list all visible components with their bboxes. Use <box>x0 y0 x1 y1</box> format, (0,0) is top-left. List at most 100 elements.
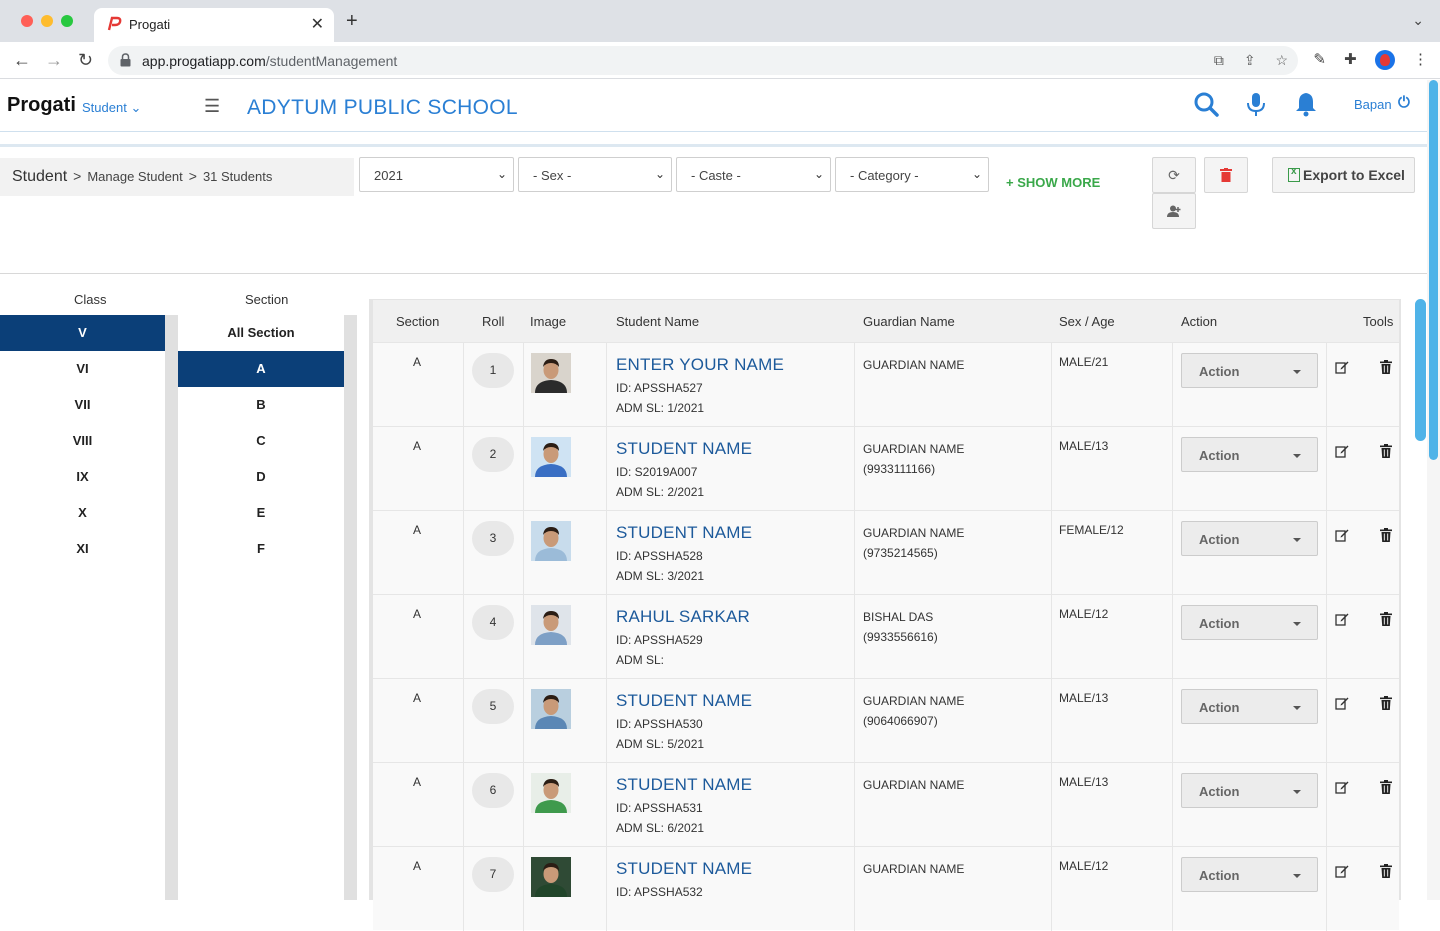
class-item[interactable]: VIII <box>72 433 93 448</box>
student-name-link[interactable]: ENTER YOUR NAME <box>616 355 784 374</box>
export-excel-button[interactable]: Export to Excel <box>1272 157 1415 193</box>
section-list-scrollbar[interactable] <box>344 315 357 900</box>
address-bar[interactable]: app.progatiapp.com/studentManagement ⧉ ⇪… <box>108 46 1298 75</box>
guardian-name: BISHAL DAS <box>863 610 934 624</box>
class-item[interactable]: V <box>0 315 165 351</box>
open-in-app-icon[interactable]: ⧉ <box>1213 52 1224 68</box>
cell-divider <box>1326 427 1327 511</box>
breadcrumb-page[interactable]: Manage Student <box>87 169 183 184</box>
cell-divider <box>854 595 855 679</box>
caste-select[interactable]: - Caste - ⌄ <box>676 157 831 192</box>
page-scrollbar-thumb[interactable] <box>1429 80 1438 460</box>
roll-badge: 1 <box>472 353 514 388</box>
class-item[interactable]: IX <box>76 469 89 484</box>
student-name-link[interactable]: STUDENT NAME <box>616 859 753 878</box>
forward-arrow-icon[interactable]: → <box>45 50 63 70</box>
trash-icon[interactable] <box>1380 696 1392 710</box>
student-photo[interactable] <box>531 353 571 393</box>
student-photo[interactable] <box>531 773 571 813</box>
trash-icon[interactable] <box>1380 528 1392 542</box>
tab-close-icon[interactable]: ✕ <box>310 16 324 33</box>
class-item[interactable]: X <box>78 505 87 520</box>
student-photo[interactable] <box>531 605 571 645</box>
action-dropdown-button[interactable]: Action <box>1181 689 1318 724</box>
trash-icon[interactable] <box>1380 444 1392 458</box>
student-name-link[interactable]: STUDENT NAME <box>616 775 753 794</box>
action-dropdown-button[interactable]: Action <box>1181 857 1318 892</box>
edit-icon[interactable] <box>1335 360 1349 374</box>
year-select[interactable]: 2021 ⌄ <box>359 157 514 192</box>
breadcrumb-root[interactable]: Student <box>12 168 68 185</box>
action-dropdown-button[interactable]: Action <box>1181 521 1318 556</box>
cell-divider <box>463 511 464 595</box>
edit-icon[interactable] <box>1335 528 1349 542</box>
tab-search-chevron-icon[interactable]: ⌄ <box>1412 12 1424 28</box>
student-name-link[interactable]: STUDENT NAME <box>616 691 753 710</box>
student-name-link[interactable]: STUDENT NAME <box>616 439 753 458</box>
class-list-scrollbar[interactable] <box>165 315 178 900</box>
section-item[interactable]: D <box>256 469 266 484</box>
browser-menu-icon[interactable]: ⋮ <box>1413 51 1428 68</box>
section-item[interactable]: B <box>256 397 266 412</box>
section-item[interactable]: C <box>256 433 266 448</box>
action-dropdown-button[interactable]: Action <box>1181 437 1318 472</box>
brand-logo[interactable]: Progati <box>7 94 76 116</box>
trash-icon[interactable] <box>1380 612 1392 626</box>
hamburger-menu-icon[interactable]: ☰ <box>204 96 221 116</box>
action-dropdown-button[interactable]: Action <box>1181 353 1318 388</box>
student-photo[interactable] <box>531 521 571 561</box>
cell-divider <box>463 595 464 679</box>
bookmark-star-icon[interactable]: ☆ <box>1275 52 1288 68</box>
category-select[interactable]: - Category - ⌄ <box>835 157 989 192</box>
browser-tab[interactable]: Progati ✕ <box>94 8 334 42</box>
maximize-window-button[interactable] <box>61 15 73 27</box>
section-item[interactable]: All Section <box>227 325 295 340</box>
student-photo[interactable] <box>531 437 571 477</box>
class-item[interactable]: VI <box>76 361 89 376</box>
action-dropdown-button[interactable]: Action <box>1181 773 1318 808</box>
module-switcher[interactable]: Student ⌄ <box>82 100 141 116</box>
edit-icon[interactable] <box>1335 780 1349 794</box>
section-item[interactable]: E <box>256 505 266 520</box>
table-scrollbar[interactable] <box>1414 299 1427 900</box>
edit-icon[interactable] <box>1335 444 1349 458</box>
show-more-link[interactable]: + SHOW MORE <box>1006 175 1101 190</box>
section-item[interactable]: F <box>257 541 265 556</box>
student-name-link[interactable]: STUDENT NAME <box>616 523 753 542</box>
add-user-button[interactable] <box>1152 193 1196 229</box>
class-item[interactable]: XI <box>76 541 89 556</box>
column-header: Guardian Name <box>863 314 955 329</box>
close-window-button[interactable] <box>21 15 33 27</box>
eyedropper-icon[interactable]: ✎ <box>1313 51 1326 68</box>
trash-icon[interactable] <box>1380 864 1392 878</box>
username[interactable]: Bapan <box>1354 97 1392 112</box>
student-name-link[interactable]: RAHUL SARKAR <box>616 607 751 626</box>
profile-avatar[interactable] <box>1374 50 1395 71</box>
trash-icon[interactable] <box>1380 780 1392 794</box>
back-arrow-icon[interactable]: ← <box>13 50 31 70</box>
reload-icon[interactable]: ↻ <box>78 50 94 70</box>
logout-power-icon[interactable]: ⏻ <box>1398 94 1410 111</box>
edit-icon[interactable] <box>1335 612 1349 626</box>
share-icon[interactable]: ⇪ <box>1243 52 1256 68</box>
student-photo[interactable] <box>531 857 571 897</box>
page-scrollbar[interactable] <box>1427 80 1440 900</box>
search-icon[interactable] <box>1193 91 1219 117</box>
refresh-button[interactable]: ⟳ <box>1152 157 1196 193</box>
cell-divider <box>523 763 524 847</box>
trash-icon[interactable] <box>1380 360 1392 374</box>
extensions-puzzle-icon[interactable]: ✚ <box>1344 51 1357 68</box>
microphone-icon[interactable] <box>1243 91 1269 117</box>
new-tab-icon[interactable]: + <box>346 10 358 32</box>
section-item[interactable]: A <box>178 351 344 387</box>
class-item[interactable]: VII <box>74 397 91 412</box>
minimize-window-button[interactable] <box>41 15 53 27</box>
edit-icon[interactable] <box>1335 864 1349 878</box>
edit-icon[interactable] <box>1335 696 1349 710</box>
table-scrollbar-thumb[interactable] <box>1415 299 1426 441</box>
notification-bell-icon[interactable] <box>1293 91 1319 117</box>
action-dropdown-button[interactable]: Action <box>1181 605 1318 640</box>
student-photo[interactable] <box>531 689 571 729</box>
sex-select[interactable]: - Sex - ⌄ <box>518 157 672 192</box>
delete-button[interactable] <box>1204 157 1248 193</box>
